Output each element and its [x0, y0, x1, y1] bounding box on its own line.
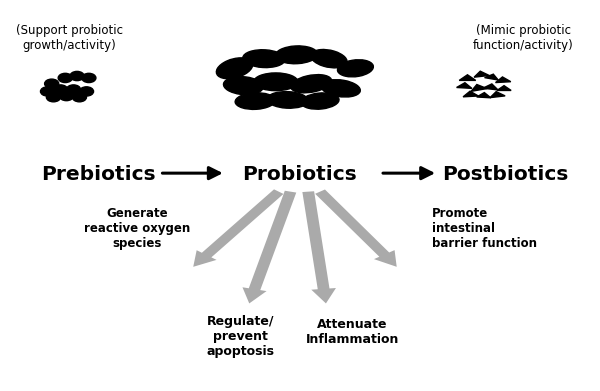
Polygon shape [483, 84, 498, 90]
Polygon shape [457, 83, 472, 88]
Text: (Mimic probiotic
function/activity): (Mimic probiotic function/activity) [473, 24, 574, 52]
Polygon shape [474, 71, 489, 77]
Text: Prebiotics: Prebiotics [41, 165, 156, 184]
Ellipse shape [73, 93, 86, 102]
Polygon shape [476, 93, 491, 98]
Ellipse shape [291, 75, 332, 93]
FancyArrow shape [242, 191, 296, 303]
Ellipse shape [82, 74, 96, 83]
FancyArrow shape [302, 191, 336, 303]
Ellipse shape [254, 73, 298, 91]
Ellipse shape [337, 60, 373, 77]
Ellipse shape [275, 46, 317, 64]
Ellipse shape [311, 50, 347, 68]
Ellipse shape [40, 87, 55, 96]
Text: Generate
reactive oxygen
species: Generate reactive oxygen species [84, 207, 190, 250]
Text: Probiotics: Probiotics [242, 165, 357, 184]
Ellipse shape [267, 91, 308, 108]
Polygon shape [485, 74, 498, 80]
Ellipse shape [217, 58, 253, 79]
Ellipse shape [321, 80, 361, 97]
Ellipse shape [301, 93, 339, 109]
Ellipse shape [243, 50, 285, 68]
Ellipse shape [70, 72, 84, 81]
Polygon shape [459, 75, 476, 81]
Text: Postbiotics: Postbiotics [443, 165, 569, 184]
FancyArrow shape [315, 190, 397, 267]
Ellipse shape [46, 93, 61, 102]
Polygon shape [490, 91, 505, 98]
Ellipse shape [44, 79, 59, 88]
Ellipse shape [79, 87, 94, 96]
Text: Promote
intestinal
barrier function: Promote intestinal barrier function [432, 207, 537, 250]
Ellipse shape [235, 93, 275, 109]
Text: Regulate/
prevent
apoptosis: Regulate/ prevent apoptosis [206, 315, 274, 358]
Polygon shape [471, 84, 487, 91]
Text: (Support probiotic
growth/activity): (Support probiotic growth/activity) [16, 24, 123, 52]
Text: Attenuate
Inflammation: Attenuate Inflammation [306, 318, 399, 346]
Polygon shape [463, 91, 478, 97]
Ellipse shape [58, 74, 73, 83]
Ellipse shape [67, 85, 80, 94]
Polygon shape [497, 86, 511, 90]
Polygon shape [496, 77, 511, 83]
FancyArrow shape [193, 189, 283, 267]
Ellipse shape [53, 85, 68, 94]
Ellipse shape [223, 77, 263, 95]
Ellipse shape [59, 91, 74, 100]
